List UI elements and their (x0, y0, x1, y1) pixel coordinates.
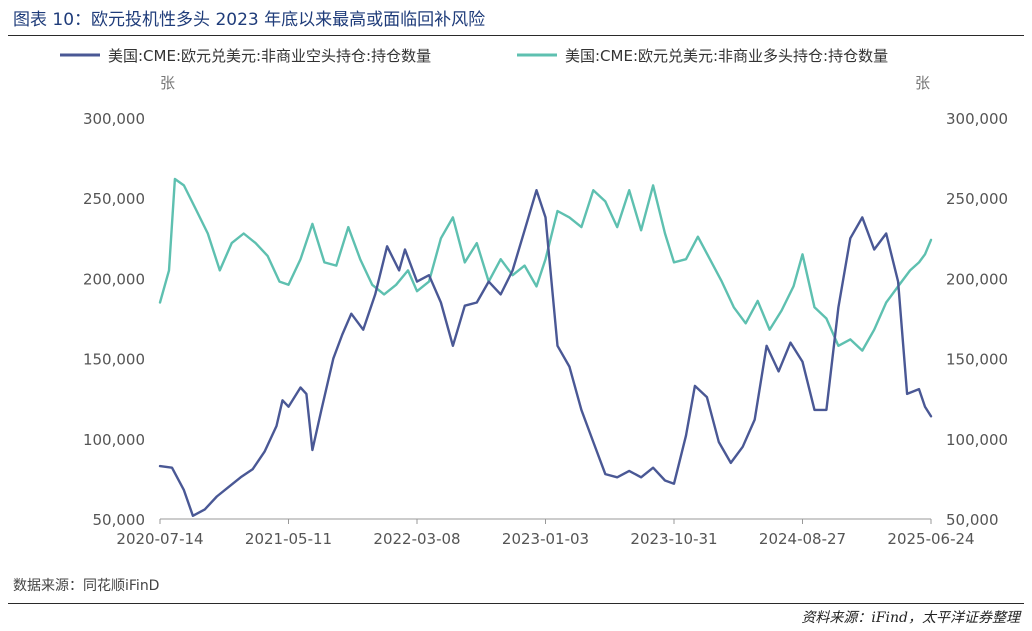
series-group (158, 177, 933, 517)
left-y-tick-label: 50,000 (93, 511, 146, 529)
legend-label: 美国:CME:欧元兑美元:非商业空头持仓:持仓数量 (108, 47, 431, 65)
legend-item-long: 美国:CME:欧元兑美元:非商业多头持仓:持仓数量 (517, 47, 888, 65)
left-y-tick-label: 200,000 (83, 270, 145, 288)
series-line-long-positions (158, 177, 933, 352)
top-rule (8, 35, 1024, 36)
right-y-tick-label: 300,000 (946, 110, 1008, 128)
left-y-tick-label: 250,000 (83, 190, 145, 208)
bottom-rule (8, 603, 1024, 604)
right-y-tick-label: 50,000 (946, 511, 999, 529)
right-y-tick-label: 250,000 (946, 190, 1008, 208)
x-tick-label: 2020-07-14 (116, 530, 203, 548)
x-tick-label: 2021-05-11 (245, 530, 332, 548)
right-y-tick-label: 100,000 (946, 431, 1008, 449)
series-line-short-positions (158, 189, 933, 517)
right-y-axis: 50,000 100,000 150,000 200,000 250,000 300,00… (946, 110, 1008, 529)
left-y-axis: 50,000 100,000 150,000 200,000 250,000 300,00… (83, 110, 145, 529)
line-chart: 美国:CME:欧元兑美元:非商业空头持仓:持仓数量 美国:CME:欧元兑美元:非商… (60, 47, 1008, 548)
right-axis-unit: 张 (915, 74, 930, 92)
left-y-tick-label: 300,000 (83, 110, 145, 128)
x-tick-label: 2024-08-27 (759, 530, 846, 548)
legend-item-short: 美国:CME:欧元兑美元:非商业空头持仓:持仓数量 (60, 47, 431, 65)
x-tick-label: 2023-10-31 (630, 530, 717, 548)
legend: 美国:CME:欧元兑美元:非商业空头持仓:持仓数量 美国:CME:欧元兑美元:非商… (60, 47, 888, 65)
x-tick-label: 2023-01-03 (502, 530, 589, 548)
legend-label: 美国:CME:欧元兑美元:非商业多头持仓:持仓数量 (565, 47, 888, 65)
data-source-right: 资料来源：iFind，太平洋证券整理 (801, 610, 1020, 626)
left-axis-unit: 张 (160, 74, 175, 92)
x-tick-label: 2025-06-24 (887, 530, 974, 548)
right-y-tick-label: 200,000 (946, 270, 1008, 288)
x-axis: 2020-07-14 2021-05-11 2022-03-08 2023-01-03… (116, 519, 975, 548)
x-tick-label: 2022-03-08 (373, 530, 460, 548)
figure-title: 图表 10：欧元投机性多头 2023 年底以来最高或面临回补风险 (13, 10, 486, 30)
left-y-tick-label: 100,000 (83, 431, 145, 449)
left-y-tick-label: 150,000 (83, 351, 145, 369)
data-source-left: 数据来源：同花顺iFinD (13, 578, 160, 594)
right-y-tick-label: 150,000 (946, 351, 1008, 369)
